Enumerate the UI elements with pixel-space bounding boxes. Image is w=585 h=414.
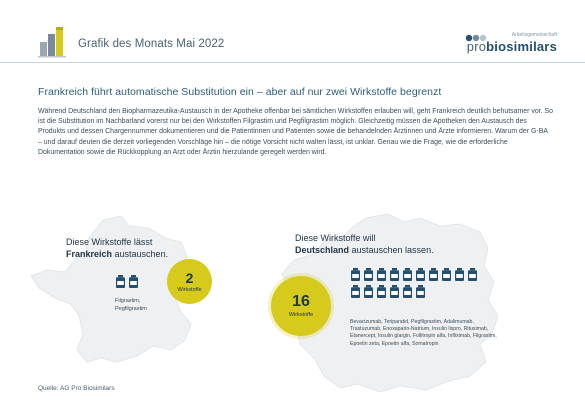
germany-count: 16: [292, 293, 310, 310]
vial-icon: [376, 268, 387, 281]
vial-icon: [402, 268, 413, 281]
vial-icon: [441, 268, 452, 281]
brand-name: probiosimilars: [466, 39, 557, 54]
germany-label: Diese Wirkstoffe will Deutschland austau…: [295, 233, 434, 255]
vial-icon: [454, 268, 465, 281]
vial-icon: [467, 268, 478, 281]
vial-icon: [402, 285, 413, 298]
vial-icon: [389, 285, 400, 298]
header-divider: [0, 62, 585, 63]
vial-icon: [363, 285, 374, 298]
france-count: 2: [185, 269, 194, 286]
france-drug-list: Filgrastim, Pegfilgrastim: [115, 298, 147, 312]
germany-count-label: Wirkstoffe: [288, 312, 314, 318]
france-map: [30, 215, 192, 363]
chart-logo-icon: [38, 27, 66, 58]
vial-icon: [389, 268, 400, 281]
vial-icon: [115, 275, 126, 288]
vial-icon: [350, 268, 361, 281]
vial-icon: [350, 285, 361, 298]
germany-drug-list: Bevacizumab, Teriparatid, Pegfilgrastim,…: [350, 319, 497, 347]
vial-icon: [363, 268, 374, 281]
body-text: Während Deutschland den Biopharmazeutika…: [38, 108, 553, 156]
brand-logo: Arbeitsgemeinschaft probiosimilars: [465, 30, 557, 54]
vial-icon: [428, 268, 439, 281]
page-title: Grafik des Monats Mai 2022: [78, 38, 225, 50]
source-note: Quelle: AG Pro Biosimilars: [38, 385, 115, 392]
germany-vials: [350, 268, 490, 298]
brand-dots-icon: [465, 34, 486, 42]
france-vials: [115, 275, 139, 288]
vial-icon: [376, 285, 387, 298]
headline: Frankreich führt automatische Substituti…: [38, 86, 442, 98]
vial-icon: [415, 268, 426, 281]
france-label: Diese Wirkstoffe lässt Frankreich austau…: [66, 237, 169, 259]
vial-icon: [415, 285, 426, 298]
germany-count-badge: 16 Wirkstoffe: [271, 276, 331, 336]
vial-icon: [128, 275, 139, 288]
france-count-label: Wirkstoffe: [177, 286, 202, 293]
brand-tagline: Arbeitsgemeinschaft: [511, 32, 557, 38]
germany-map: [281, 213, 499, 393]
france-count-badge: 2 Wirkstoffe: [167, 259, 212, 304]
